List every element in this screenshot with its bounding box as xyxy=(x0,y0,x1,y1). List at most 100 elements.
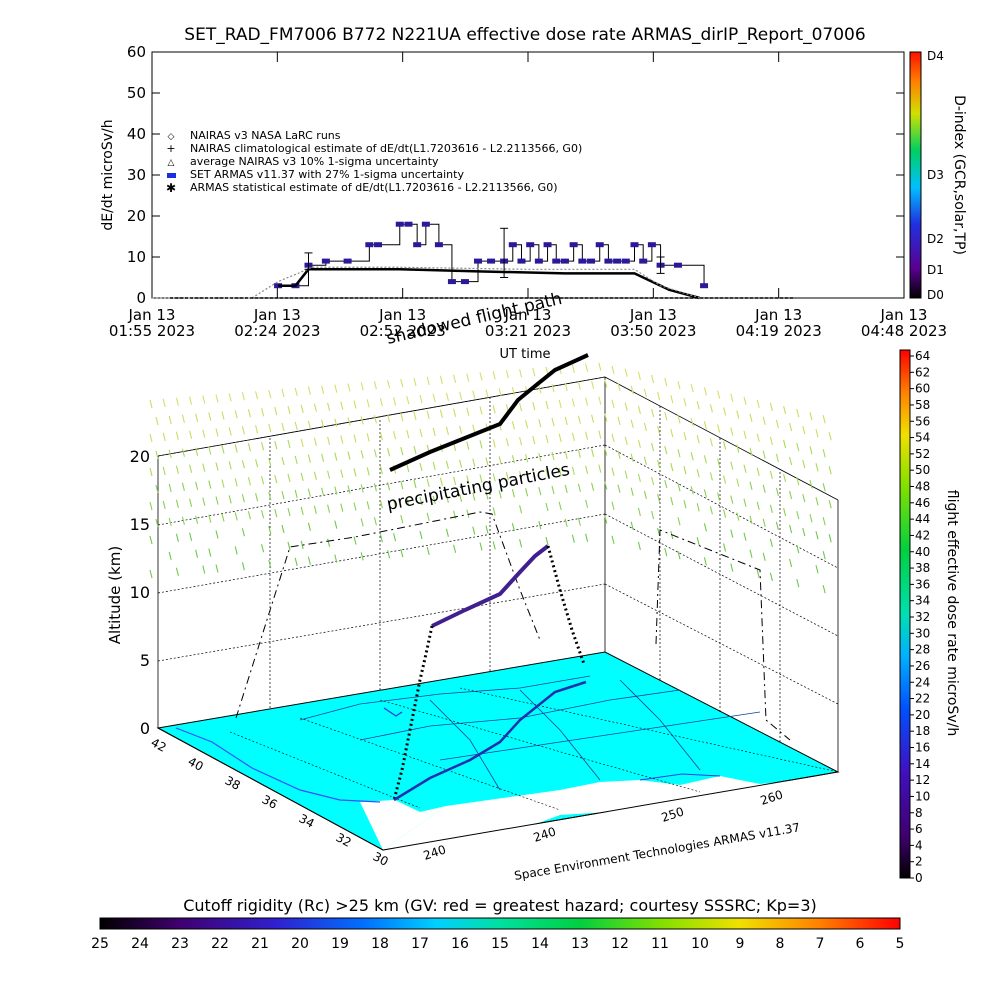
particle-mark xyxy=(472,424,476,433)
particle-mark xyxy=(287,507,291,517)
particle-mark xyxy=(221,445,225,454)
particle-mark xyxy=(703,557,707,566)
particle-mark xyxy=(208,548,212,557)
dose-tick-label: 18 xyxy=(915,724,930,738)
particle-mark xyxy=(789,524,793,534)
particle-mark xyxy=(749,549,753,558)
particle-mark xyxy=(703,455,707,464)
particle-mark xyxy=(268,389,272,399)
particle-mark xyxy=(321,419,325,428)
particle-mark xyxy=(373,517,377,526)
dose-tick-label: 14 xyxy=(915,757,930,771)
particle-mark xyxy=(598,396,602,405)
rigidity-tick-label: 18 xyxy=(371,936,389,952)
particle-mark xyxy=(353,536,357,545)
particle-mark xyxy=(577,449,581,458)
particle-mark xyxy=(519,403,523,412)
particle-mark xyxy=(604,515,608,524)
flight-path xyxy=(389,353,589,802)
rigidity-tick-label: 24 xyxy=(131,936,149,952)
particle-mark xyxy=(683,432,687,441)
particle-mark xyxy=(307,420,311,429)
particle-mark xyxy=(822,517,826,526)
particle-mark xyxy=(815,463,819,472)
particle-mark xyxy=(241,392,245,401)
dose-tick-label: 22 xyxy=(915,692,930,706)
top-xtick-label-time: 02:24 2023 xyxy=(234,322,320,340)
armas-point xyxy=(700,283,709,289)
particle-mark xyxy=(585,465,589,474)
particle-mark xyxy=(809,446,813,455)
particle-mark xyxy=(387,380,391,389)
particle-mark xyxy=(657,425,661,435)
particle-mark xyxy=(743,430,747,439)
dose-tick-label: 48 xyxy=(915,480,930,494)
top-xtick-label-date: Jan 13 xyxy=(253,306,301,324)
particle-mark xyxy=(485,525,489,534)
dose-tick-label: 2 xyxy=(915,855,923,869)
particle-mark xyxy=(189,464,193,473)
particle-mark xyxy=(651,408,655,418)
nairas-line xyxy=(152,266,700,299)
particle-mark xyxy=(723,407,727,416)
particle-mark xyxy=(709,404,713,413)
altitude-tick-label: 15 xyxy=(130,515,150,534)
particle-mark xyxy=(690,384,694,393)
particle-mark xyxy=(334,520,338,529)
particle-mark xyxy=(228,393,232,402)
particle-mark xyxy=(611,433,615,442)
particle-mark xyxy=(234,410,238,419)
particle-mark xyxy=(485,491,489,500)
rigidity-tick-label: 16 xyxy=(451,936,469,952)
particle-mark xyxy=(189,396,193,405)
dose-tick-label: 40 xyxy=(915,545,930,559)
particle-mark xyxy=(571,534,575,543)
particle-mark xyxy=(274,440,278,450)
particle-mark xyxy=(445,426,449,435)
dindex-tick-d0: D0 xyxy=(927,288,944,302)
particle-mark xyxy=(545,400,549,410)
armas-point xyxy=(569,242,578,248)
armas-point xyxy=(374,242,383,248)
particle-mark xyxy=(202,429,206,438)
particle-mark xyxy=(789,558,793,568)
particle-mark xyxy=(459,493,463,502)
particle-mark xyxy=(162,466,166,476)
particle-mark xyxy=(511,387,515,396)
particle-mark xyxy=(228,461,232,470)
particle-mark xyxy=(353,502,357,511)
particle-mark xyxy=(796,578,800,588)
particle-mark xyxy=(643,388,647,398)
particle-mark xyxy=(591,380,595,389)
particle-mark xyxy=(498,490,502,499)
particle-mark xyxy=(379,466,383,475)
particle-mark xyxy=(538,486,542,496)
particle-mark xyxy=(677,483,681,492)
particle-mark xyxy=(624,402,628,411)
dose-tick-label: 16 xyxy=(915,741,930,755)
top-xtick-label-date: Jan 13 xyxy=(754,306,802,324)
dose-tick-label: 26 xyxy=(915,659,930,673)
particle-mark xyxy=(274,508,278,518)
top-xtick-label-date: Jan 13 xyxy=(128,306,176,324)
particle-mark xyxy=(168,415,172,425)
particle-mark xyxy=(168,449,172,459)
particle-mark xyxy=(426,410,430,420)
particle-mark xyxy=(294,421,298,431)
particle-mark xyxy=(756,569,760,578)
dose-tick-label: 64 xyxy=(915,349,930,363)
particle-mark xyxy=(241,426,245,435)
particle-mark xyxy=(453,374,457,383)
dose-tick-label: 52 xyxy=(915,447,930,461)
rigidity-tick-label: 23 xyxy=(171,936,189,952)
top-ytick-label: 30 xyxy=(127,166,146,184)
particle-mark xyxy=(670,462,674,472)
top-ytick-label: 40 xyxy=(127,125,146,143)
particle-mark xyxy=(149,569,153,579)
armas-point xyxy=(673,262,682,268)
particle-mark xyxy=(703,523,707,532)
particle-mark xyxy=(466,509,470,518)
armas-point xyxy=(613,258,622,264)
particle-mark xyxy=(300,506,304,516)
particle-mark xyxy=(723,509,727,518)
